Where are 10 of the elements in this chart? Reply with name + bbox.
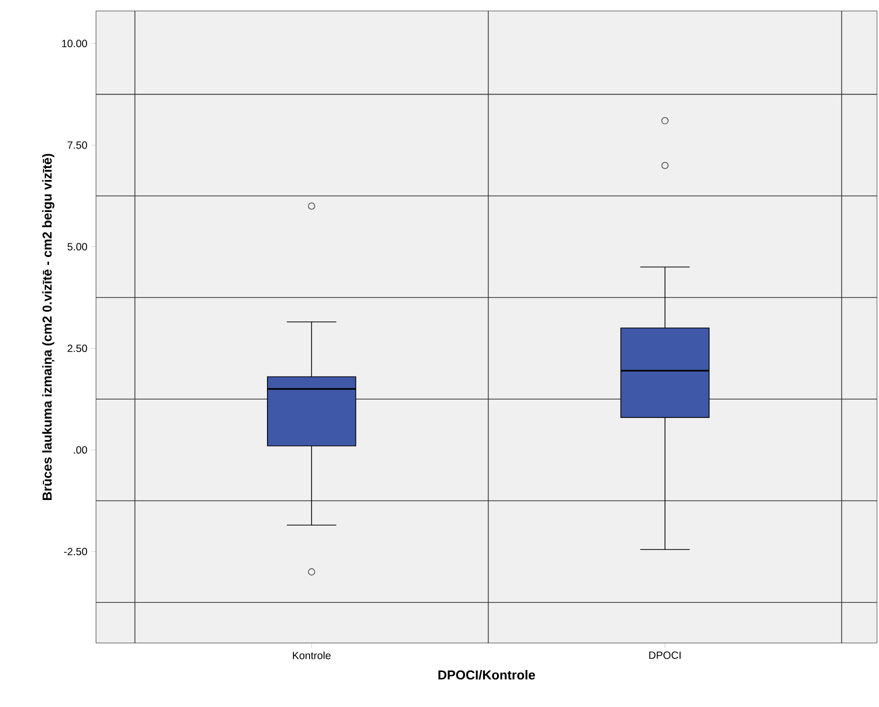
- y-tick-label: 2.50: [68, 344, 88, 352]
- x-tick-label: Kontrole: [292, 652, 331, 660]
- y-axis-title: Brūces laukuma izmaiņa (cm2 0.vizītē - cm2 beigu vizītē): [42, 154, 54, 500]
- y-tick-label: 10.00: [62, 40, 88, 48]
- x-tick-label: DPOCI: [649, 652, 681, 659]
- x-axis-title: DPOCI/Kontrole: [438, 670, 536, 680]
- y-tick-label: 5.00: [68, 243, 88, 250]
- y-tick-label: 7.50: [68, 141, 88, 149]
- y-tick-label: .00: [74, 446, 88, 454]
- y-tick-label: -2.50: [64, 548, 88, 556]
